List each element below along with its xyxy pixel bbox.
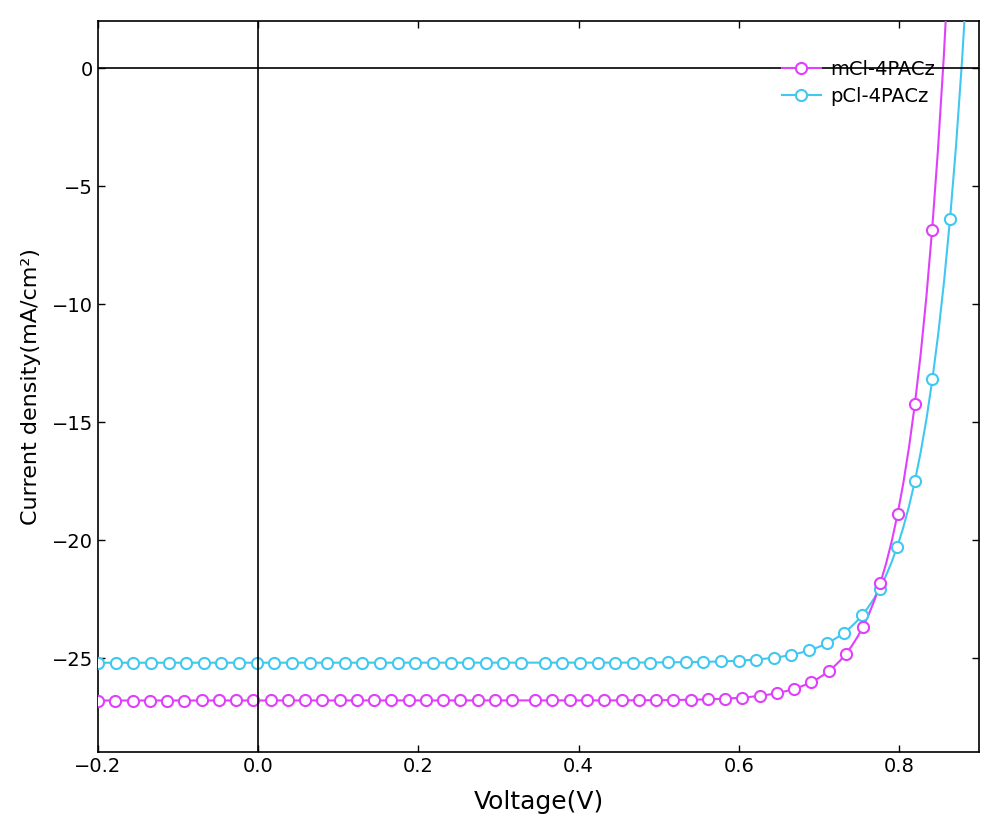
X-axis label: Voltage(V): Voltage(V) bbox=[473, 790, 604, 814]
Legend: mCl-4PACz, pCl-4PACz: mCl-4PACz, pCl-4PACz bbox=[774, 53, 943, 114]
Y-axis label: Current density(mA/cm²): Current density(mA/cm²) bbox=[21, 248, 41, 525]
